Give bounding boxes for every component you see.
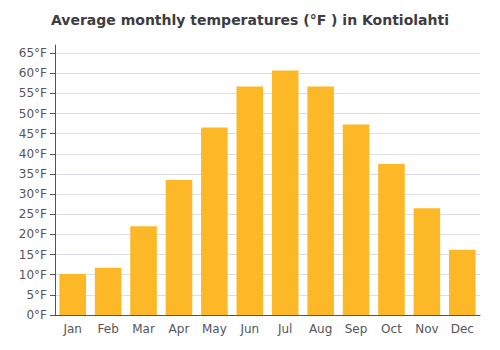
svg-text:15°F: 15°F bbox=[19, 248, 47, 262]
svg-text:55°F: 55°F bbox=[19, 86, 47, 100]
svg-text:10°F: 10°F bbox=[19, 268, 47, 282]
svg-text:May: May bbox=[202, 322, 227, 336]
svg-text:60°F: 60°F bbox=[19, 66, 47, 80]
svg-text:5°F: 5°F bbox=[26, 288, 47, 302]
svg-text:Oct: Oct bbox=[381, 322, 402, 336]
svg-text:Nov: Nov bbox=[415, 322, 438, 336]
svg-text:Apr: Apr bbox=[169, 322, 190, 336]
svg-text:50°F: 50°F bbox=[19, 107, 47, 121]
svg-text:40°F: 40°F bbox=[19, 147, 47, 161]
svg-text:Dec: Dec bbox=[451, 322, 474, 336]
svg-text:Feb: Feb bbox=[98, 322, 119, 336]
svg-text:Jan: Jan bbox=[62, 322, 82, 336]
svg-text:20°F: 20°F bbox=[19, 227, 47, 241]
svg-text:35°F: 35°F bbox=[19, 167, 47, 181]
svg-text:30°F: 30°F bbox=[19, 187, 47, 201]
svg-text:0°F: 0°F bbox=[26, 308, 47, 322]
svg-text:Aug: Aug bbox=[309, 322, 332, 336]
svg-text:25°F: 25°F bbox=[19, 207, 47, 221]
svg-text:Jul: Jul bbox=[277, 322, 292, 336]
svg-text:Mar: Mar bbox=[132, 322, 155, 336]
svg-text:Jun: Jun bbox=[239, 322, 259, 336]
svg-text:45°F: 45°F bbox=[19, 127, 47, 141]
svg-text:Average monthly temperatures (: Average monthly temperatures (°F ) in Ko… bbox=[51, 12, 449, 28]
svg-text:Sep: Sep bbox=[345, 322, 368, 336]
svg-text:65°F: 65°F bbox=[19, 46, 47, 60]
